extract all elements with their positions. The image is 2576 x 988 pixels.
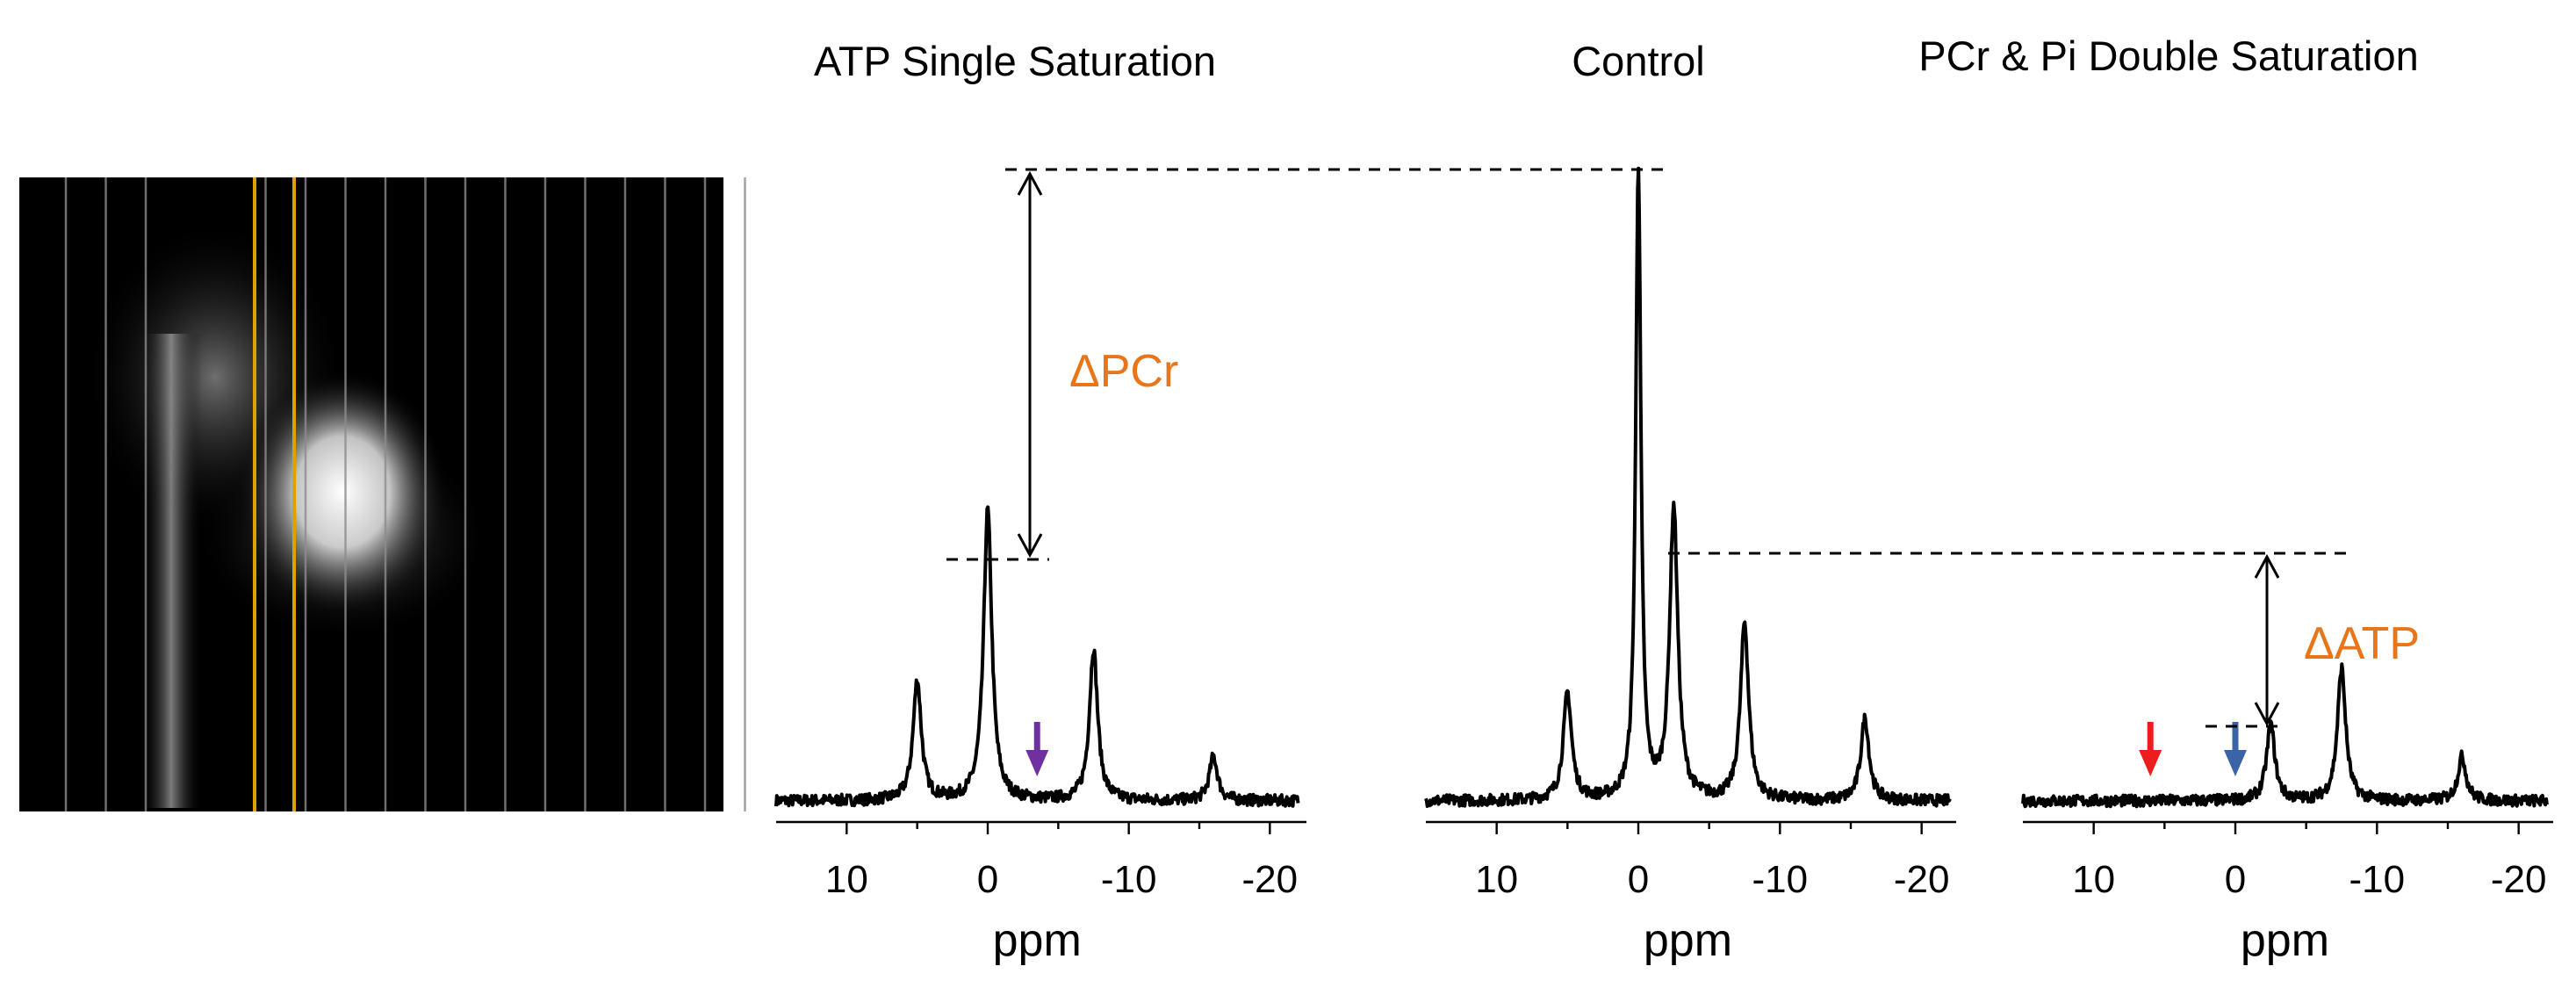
spectrum-line <box>774 505 1300 808</box>
x-tick-label: -20 <box>1894 858 1950 901</box>
x-tick-label: 0 <box>1628 858 1649 901</box>
saturation-arrow <box>2224 722 2247 776</box>
x-tick-label: 10 <box>1475 858 1518 901</box>
x-tick-label: -20 <box>1242 858 1299 901</box>
x-tick-label: 0 <box>977 858 998 901</box>
x-tick-label: -10 <box>2349 858 2406 901</box>
saturation-arrow <box>1025 722 1049 776</box>
delta-pcr-label: ΔPCr <box>1069 346 1178 397</box>
delta-atp-label: ΔATP <box>2304 618 2420 669</box>
x-tick-label: -10 <box>1752 858 1809 901</box>
x-tick-label: -10 <box>1101 858 1157 901</box>
spectrum-panel-control: 10 0 -10 -20 ppm <box>1424 166 1956 966</box>
x-tick-label: -20 <box>2491 858 2547 901</box>
mri-image <box>19 177 746 811</box>
delta-atp-double-arrow <box>2254 553 2280 727</box>
x-axis-title: ppm <box>1644 915 1732 966</box>
panel-title-atp-single: ATP Single Saturation <box>814 38 1216 84</box>
saturation-arrow <box>2139 722 2162 776</box>
spectrum-panel-pcr-pi-double: 10 0 -10 -20 ppm <box>2021 662 2553 966</box>
x-axis-title: ppm <box>2241 915 2329 966</box>
delta-annotations: ΔPCr ΔATP <box>946 168 2420 728</box>
spectrum-panel-atp-single: 10 0 -10 -20 ppm <box>774 505 1306 966</box>
panel-title-control: Control <box>1572 38 1705 84</box>
x-axis-title: ppm <box>993 915 1082 966</box>
spectrum-line <box>2021 662 2549 809</box>
mri-spine <box>140 334 202 808</box>
delta-pcr-double-arrow <box>1017 170 1043 559</box>
x-tick-label: 10 <box>825 858 868 901</box>
panel-title-pcr-pi-double: PCr & Pi Double Saturation <box>1918 32 2419 79</box>
mri-bright-region <box>237 369 448 615</box>
slice-lines <box>64 177 746 811</box>
spectrum-line <box>1424 166 1952 808</box>
x-tick-label: 0 <box>2225 858 2246 901</box>
x-tick-label: 10 <box>2072 858 2115 901</box>
